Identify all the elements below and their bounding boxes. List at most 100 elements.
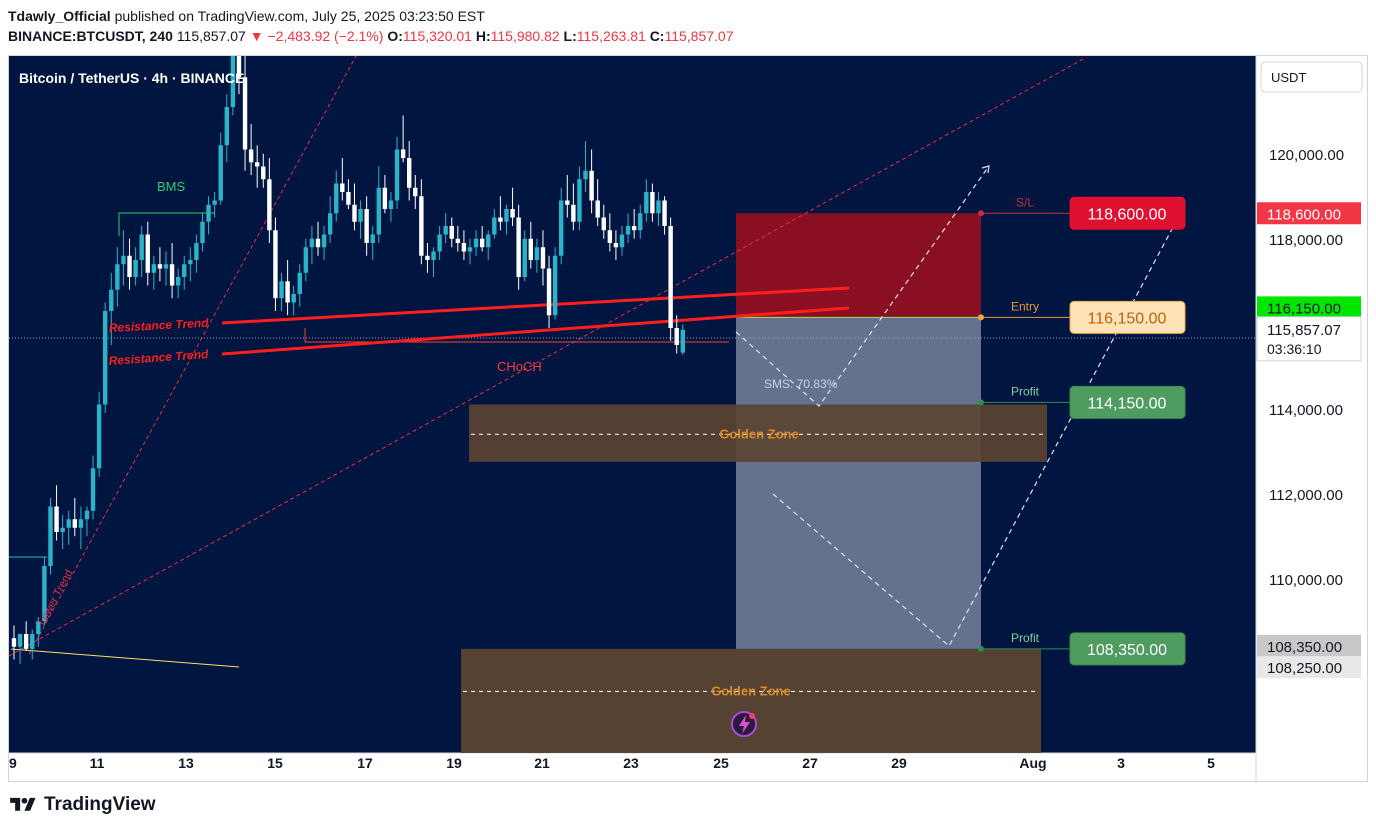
golden-zone-upper[interactable] — [469, 404, 1047, 462]
candle-body — [121, 255, 126, 265]
candle-body — [188, 260, 193, 265]
candle-body — [473, 238, 479, 248]
candle — [218, 132, 223, 205]
candle-body — [273, 230, 278, 299]
profit-2-handle[interactable] — [978, 645, 984, 652]
candle-body — [680, 329, 685, 353]
golden-zone-label-2: Golden Zone — [711, 683, 790, 698]
golden-zone-lower[interactable] — [461, 648, 1041, 753]
candle — [145, 221, 150, 286]
candle-body — [516, 217, 521, 277]
projection-arrow-head — [981, 165, 990, 174]
usdt-button[interactable]: USDT — [1260, 61, 1363, 93]
candle — [188, 247, 193, 282]
footer-brand-label: TradingView — [44, 794, 156, 815]
resistance-trend-lower[interactable] — [221, 306, 850, 356]
candle — [644, 179, 649, 222]
time-tick-label: 27 — [802, 755, 818, 771]
author-name[interactable]: Tdawly_Official — [8, 8, 111, 24]
open-value: 115,320.01 — [402, 28, 472, 44]
candle — [674, 315, 679, 354]
last-price: 115,857.07 — [176, 28, 246, 44]
time-tick-label: 5 — [1207, 755, 1215, 771]
candle-body — [492, 217, 497, 235]
stop-loss-zone[interactable] — [736, 213, 981, 318]
projection-path-upper[interactable] — [735, 165, 990, 407]
price-axis-label: 115,857.07 03:36:10 — [1256, 316, 1362, 362]
candle — [479, 226, 485, 252]
candle-body — [407, 158, 412, 188]
publish-info: published on TradingView.com, July 25, 2… — [114, 8, 485, 24]
price-axis-label: 116,150.00 — [1257, 296, 1361, 319]
candle — [157, 247, 163, 282]
price-label-text: 108,350.00 — [1087, 642, 1167, 659]
zones-layer — [461, 213, 1047, 753]
trend-dashed-long[interactable] — [8, 57, 1086, 657]
stop-loss-handle[interactable] — [978, 210, 984, 217]
candle — [431, 247, 436, 277]
candle-body — [334, 183, 339, 214]
candle — [103, 302, 108, 413]
candle-body — [388, 200, 394, 209]
candle-body — [638, 213, 643, 231]
candle — [78, 506, 84, 549]
candle-body — [601, 217, 606, 231]
candle-body — [364, 209, 369, 243]
target-zone[interactable] — [736, 317, 981, 649]
profit-1-handle[interactable] — [978, 399, 984, 406]
time-tick-label: 17 — [357, 755, 373, 771]
golden-zone-label-1: Golden Zone — [719, 426, 798, 441]
ohlc-line: BINANCE:BTCUSDT, 240 115,857.07 ▼ −2,483… — [8, 26, 1368, 46]
candle — [631, 209, 637, 239]
candle-body — [327, 213, 333, 235]
price-change: −2,483.92 (−2.1%) — [267, 28, 384, 44]
candle-body — [455, 238, 461, 243]
lightning-icon[interactable] — [731, 711, 757, 737]
candle — [607, 213, 613, 252]
price-axis-label-text: 116,150.00 — [1267, 300, 1341, 317]
candle-body — [309, 238, 315, 248]
candle — [400, 115, 406, 163]
candle — [546, 255, 552, 328]
price-tick-label: 120,000.00 — [1269, 147, 1344, 164]
candle-body — [267, 179, 272, 231]
candle — [528, 221, 533, 269]
candle-body — [54, 506, 59, 532]
candle-body — [449, 226, 454, 239]
time-tick-label: 29 — [891, 755, 907, 771]
chart-frame[interactable]: BMS CHoCH Resistance Trend Resistance Tr… — [8, 17, 1368, 782]
candle-body — [394, 149, 400, 201]
time-axis-background — [9, 753, 1256, 781]
price-tick-label: 110,000.00 — [1269, 572, 1343, 589]
lower-support-line[interactable] — [10, 648, 240, 668]
candle — [486, 230, 491, 260]
bms-label: BMS — [157, 179, 186, 194]
candle-body — [370, 234, 375, 243]
price-axis-label-text: 115,857.07 — [1267, 322, 1341, 339]
chart-canvas[interactable]: BMS CHoCH Resistance Trend Resistance Tr… — [8, 17, 1367, 781]
candle-body — [504, 209, 509, 222]
candle — [151, 255, 157, 290]
price-axis-label: 108,250.00 — [1257, 656, 1361, 679]
candle — [182, 255, 187, 290]
candle-body — [565, 200, 570, 205]
candle — [248, 124, 254, 175]
resistance-trend-upper[interactable] — [221, 286, 850, 325]
candle-body — [437, 234, 442, 252]
candle — [449, 217, 454, 248]
tradingview-logo-icon[interactable] — [8, 795, 38, 815]
candle-body — [668, 226, 673, 328]
candle — [650, 183, 655, 222]
entry-handle[interactable] — [978, 314, 984, 321]
candle-body — [644, 192, 649, 214]
candle — [364, 196, 369, 256]
candle — [498, 196, 503, 231]
price-tick-label: 118,000.00 — [1269, 232, 1343, 249]
price-label-text: 118,600.00 — [1088, 206, 1167, 223]
candle-body — [315, 238, 321, 248]
candle — [327, 196, 333, 243]
candle-body — [607, 230, 613, 243]
open-label: O: — [387, 28, 403, 44]
trend-dashed-steep[interactable] — [28, 55, 357, 655]
publish-line: Tdawly_Official published on TradingView… — [8, 6, 1368, 26]
